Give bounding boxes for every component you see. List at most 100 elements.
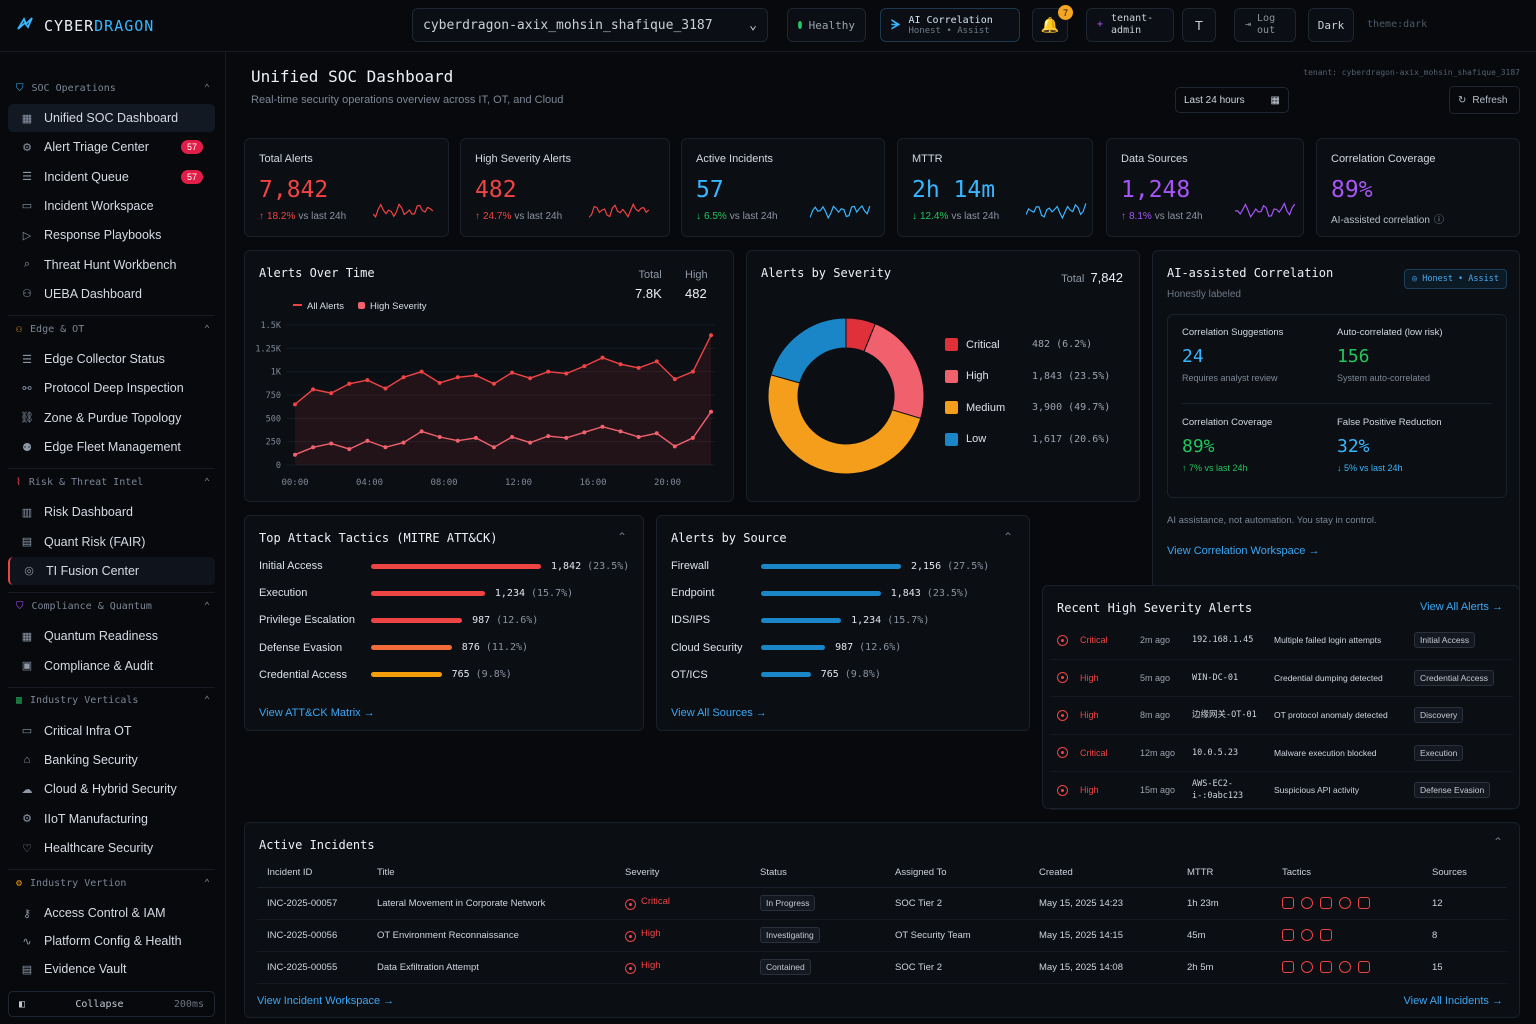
kpi-card-3[interactable]: MTTR 2h 14m ↓ 12.4% vs last 24h [897,138,1093,237]
column-header[interactable]: MTTR [1187,859,1282,888]
sidebar-item-healthcare-security[interactable]: ♡ Healthcare Security [8,834,215,862]
tenant-selector[interactable]: cyberdragon-axix_mohsin_shafique_3187 ⌄ [412,8,768,42]
logo[interactable]: CYBERDRAGON [16,15,154,36]
tactic-icon[interactable] [1320,928,1332,941]
collapse-sidebar-button[interactable]: ◧ Collapse 200ms [8,991,215,1017]
theme-toggle[interactable]: Dark [1308,8,1354,42]
all-sources-link[interactable]: View All Sources → [671,707,767,719]
sidebar-item-access-control-iam[interactable]: ⚷ Access Control & IAM [8,899,215,927]
donut-slice-medium[interactable] [767,374,922,475]
sidebar-item-edge-fleet-management[interactable]: ⚉ Edge Fleet Management [8,433,215,461]
ai-correlation-button[interactable]: ᗒ AI Correlation Honest • Assist [880,8,1020,42]
tactic-icon[interactable] [1301,928,1313,941]
ai-metric-1[interactable]: Auto-correlated (low risk) 156 System auto… [1337,327,1487,383]
sidebar-item-ti-fusion-center[interactable]: ◎ TI Fusion Center [8,556,215,585]
bar-row[interactable]: Endpoint 1,843 (23.5%) [671,585,969,601]
sidebar-item-response-playbooks[interactable]: ▷ Response Playbooks [8,221,215,249]
column-header[interactable]: Sources [1432,859,1507,888]
bar-row[interactable]: OT/ICS 765 (9.8%) [671,667,881,683]
column-header[interactable]: Title [377,859,625,888]
bar-row[interactable]: Firewall 2,156 (27.5%) [671,558,989,574]
chevron-up-icon[interactable]: ⌃ [616,530,627,544]
sidebar-item-ueba-dashboard[interactable]: ⚇ UEBA Dashboard [8,280,215,308]
alert-row[interactable]: Critical 12m ago 10.0.5.23 Malware executio… [1051,735,1513,772]
kpi-card-2[interactable]: Active Incidents 57 ↓ 6.5% vs last 24h [681,138,885,237]
tactic-icon[interactable] [1301,960,1313,973]
table-row[interactable]: INC-2025-00057 Lateral Movement in Corpor… [257,887,1507,920]
bar-row[interactable]: Cloud Security 987 (12.6%) [671,640,901,656]
column-header[interactable]: Severity [625,859,760,888]
sidebar-item-edge-collector-status[interactable]: ☰ Edge Collector Status [8,345,215,373]
notifications-button[interactable]: 🔔 7 [1032,5,1073,42]
time-range-selector[interactable]: Last 24 hours ▦ [1175,87,1289,113]
sidebar-item-quant-risk-fair-[interactable]: ▤ Quant Risk (FAIR) [8,528,215,556]
sidebar-section-0[interactable]: ⛉ SOC Operations ⌃ [8,77,218,99]
tactic-icon[interactable] [1339,896,1351,909]
sidebar-section-2[interactable]: ⌇ Risk & Threat Intel ⌃ [8,471,218,493]
correlation-workspace-link[interactable]: View Correlation Workspace → [1167,545,1320,557]
chevron-up-icon[interactable]: ⌃ [1492,835,1503,849]
bar-row[interactable]: Initial Access 1,842 (23.5%) [259,558,629,574]
bar-row[interactable]: IDS/IPS 1,234 (15.7%) [671,612,929,628]
tactic-icon[interactable] [1282,960,1294,973]
bar-row[interactable]: Privilege Escalation 987 (12.6%) [259,612,538,628]
column-header[interactable]: Status [760,859,895,888]
kpi-card-1[interactable]: High Severity Alerts 482 ↑ 24.7% vs last 24h [460,138,670,237]
table-row[interactable]: INC-2025-00055 Data Exfiltration Attempt H… [257,951,1507,984]
sidebar-section-4[interactable]: ▥ Industry Verticals ⌃ [8,690,218,712]
kpi-card-0[interactable]: Total Alerts 7,842 ↑ 18.2% vs last 24h [244,138,449,237]
sidebar-item-cloud-hybrid-security[interactable]: ☁ Cloud & Hybrid Security [8,775,215,803]
kpi-card-4[interactable]: Data Sources 1,248 ↑ 8.1% vs last 24h [1106,138,1304,237]
sidebar-section-3[interactable]: ⛉ Compliance & Quantum ⌃ [8,595,218,617]
sidebar-item-incident-queue[interactable]: ☰ Incident Queue 57 [8,163,215,191]
logout-button[interactable]: ⇥ Log out [1234,8,1296,42]
tactic-icon[interactable] [1320,960,1332,973]
ai-metric-2[interactable]: Correlation Coverage 89% ↑ 7% vs last 24h [1182,417,1332,473]
column-header[interactable]: Assigned To [895,859,1039,888]
ai-metric-0[interactable]: Correlation Suggestions 24 Requires analys… [1182,327,1332,383]
attack-matrix-link[interactable]: View ATT&CK Matrix → [259,707,375,719]
view-all-alerts-link[interactable]: View All Alerts → [1420,601,1503,613]
health-status[interactable]: Healthy [787,8,866,42]
sidebar-item-threat-hunt-workbench[interactable]: ⌕ Threat Hunt Workbench [8,251,215,279]
tactic-icon[interactable] [1282,896,1294,909]
tactic-icon[interactable] [1320,896,1332,909]
donut-slice-low[interactable] [770,317,847,384]
tactic-icon[interactable] [1339,960,1351,973]
column-header[interactable]: Tactics [1282,859,1432,888]
alert-row[interactable]: High 5m ago WIN-DC-01 Credential dumping de… [1051,660,1513,697]
alert-row[interactable]: High 8m ago 边缘网关-OT-01 OT protocol anomaly … [1051,697,1513,735]
avatar[interactable]: T [1182,8,1216,42]
sidebar-item-alert-triage-center[interactable]: ⚙ Alert Triage Center 57 [8,133,215,161]
user-menu[interactable]: + tenant-admin [1086,8,1174,42]
sidebar-item-evidence-vault[interactable]: ▤ Evidence Vault [8,955,215,983]
sidebar-item-critical-infra-ot[interactable]: ▭ Critical Infra OT [8,717,215,745]
sidebar-item-compliance-audit[interactable]: ▣ Compliance & Audit [8,652,215,680]
sidebar-section-1[interactable]: ⚇ Edge & OT ⌃ [8,318,218,340]
table-row[interactable]: INC-2025-00056 OT Environment Reconnaissa… [257,919,1507,952]
sidebar-item-incident-workspace[interactable]: ▭ Incident Workspace [8,192,215,220]
donut-slice-high[interactable] [863,323,925,420]
sidebar-item-platform-config-health[interactable]: ∿ Platform Config & Health [8,927,215,955]
incident-workspace-link[interactable]: View Incident Workspace → [257,995,395,1007]
alert-row[interactable]: Critical 2m ago 192.168.1.45 Multiple faile… [1051,622,1513,660]
sidebar-item-protocol-deep-inspection[interactable]: ⚯ Protocol Deep Inspection [8,374,215,402]
sidebar-item-banking-security[interactable]: ⌂ Banking Security [8,746,215,774]
tactic-icon[interactable] [1282,928,1294,941]
tactic-icon[interactable] [1301,896,1313,909]
sidebar-item-risk-dashboard[interactable]: ▥ Risk Dashboard [8,498,215,526]
column-header[interactable]: Created [1039,859,1187,888]
sidebar-item-quantum-readiness[interactable]: ▦ Quantum Readiness [8,622,215,650]
sidebar-item-iiot-manufacturing[interactable]: ⚙ IIoT Manufacturing [8,805,215,833]
bar-row[interactable]: Credential Access 765 (9.8%) [259,667,512,683]
bar-row[interactable]: Execution 1,234 (15.7%) [259,585,573,601]
tactic-icon[interactable] [1358,960,1370,973]
column-header[interactable]: Incident ID [257,859,377,888]
chevron-up-icon[interactable]: ⌃ [1002,530,1013,544]
bar-row[interactable]: Defense Evasion 876 (11.2%) [259,640,528,656]
alert-row[interactable]: High 15m ago AWS-EC2-i-:0abc123 Suspicious … [1051,772,1513,810]
ai-metric-3[interactable]: False Positive Reduction 32% ↓ 5% vs last … [1337,417,1487,473]
refresh-button[interactable]: ↻ Refresh [1449,86,1520,114]
view-all-incidents-link[interactable]: View All Incidents → [1403,995,1503,1007]
tactic-icon[interactable] [1358,896,1370,909]
